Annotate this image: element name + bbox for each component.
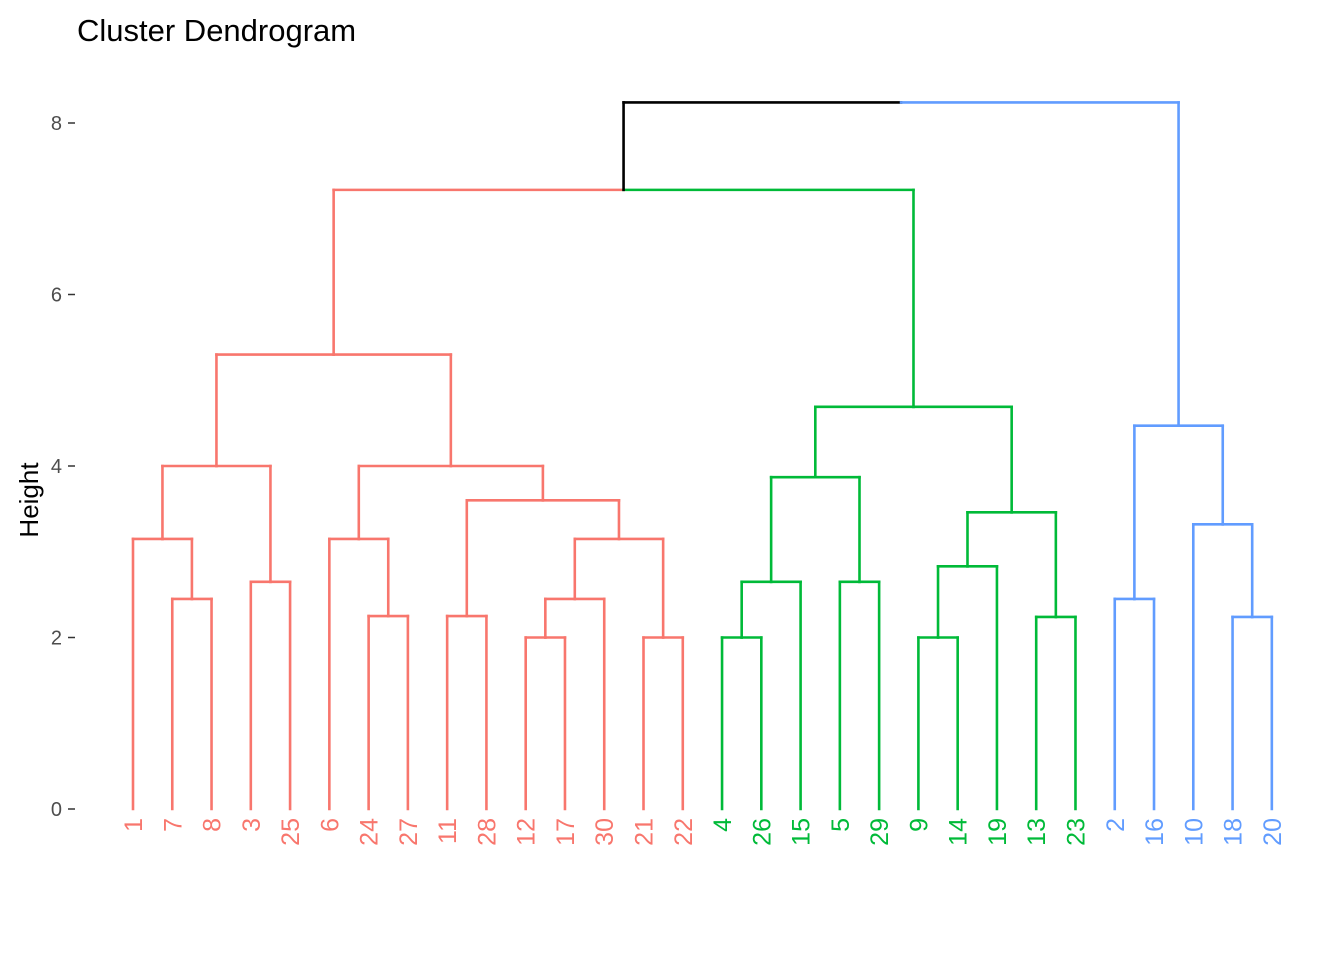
leaf-label: 11 <box>434 818 462 844</box>
y-axis: 0 2 4 6 8 <box>51 113 75 821</box>
leaf-label: 7 <box>159 818 187 832</box>
y-tick-label: 4 <box>51 456 62 478</box>
leaf-label: 21 <box>631 818 659 846</box>
y-axis-label: Height <box>14 462 44 538</box>
leaf-label: 13 <box>1023 818 1051 846</box>
leaf-label: 26 <box>748 818 776 846</box>
leaf-label: 23 <box>1062 818 1090 846</box>
leaf-labels: 1 7 8 3 25 6 24 27 11 28 12 17 30 21 22 4 26 15 5 29 9 14 19 13… <box>120 818 1287 846</box>
leaf-label: 29 <box>866 818 894 846</box>
leaf-label: 15 <box>788 818 816 846</box>
leaf-label: 22 <box>670 818 698 846</box>
leaf-label: 24 <box>356 818 384 846</box>
leaf-label: 27 <box>395 818 423 846</box>
leaf-label: 14 <box>945 818 973 846</box>
leaf-label: 20 <box>1259 818 1287 846</box>
leaf-label: 10 <box>1180 818 1208 846</box>
leaf-label: 19 <box>984 818 1012 846</box>
dendrogram-tree <box>131 101 1274 811</box>
y-tick-label: 2 <box>51 628 62 650</box>
leaf-label: 17 <box>552 818 580 846</box>
leaf-label: 6 <box>316 818 344 832</box>
leaf-label: 1 <box>120 818 148 832</box>
leaf-label: 4 <box>709 818 737 832</box>
chart-title: Cluster Dendrogram <box>77 13 356 48</box>
leaf-label: 18 <box>1220 818 1248 846</box>
leaf-label: 3 <box>238 818 266 832</box>
leaf-label: 2 <box>1102 818 1130 832</box>
leaf-label: 8 <box>199 818 227 832</box>
leaf-label: 16 <box>1141 818 1169 846</box>
leaf-label: 12 <box>513 818 541 846</box>
y-tick-label: 0 <box>51 799 62 821</box>
leaf-label: 5 <box>827 818 855 832</box>
leaf-label: 28 <box>473 818 501 846</box>
y-tick-label: 6 <box>51 285 62 307</box>
leaf-label: 25 <box>277 818 305 846</box>
y-tick-label: 8 <box>51 113 62 135</box>
leaf-label: 9 <box>905 818 933 832</box>
leaf-label: 30 <box>591 818 619 846</box>
